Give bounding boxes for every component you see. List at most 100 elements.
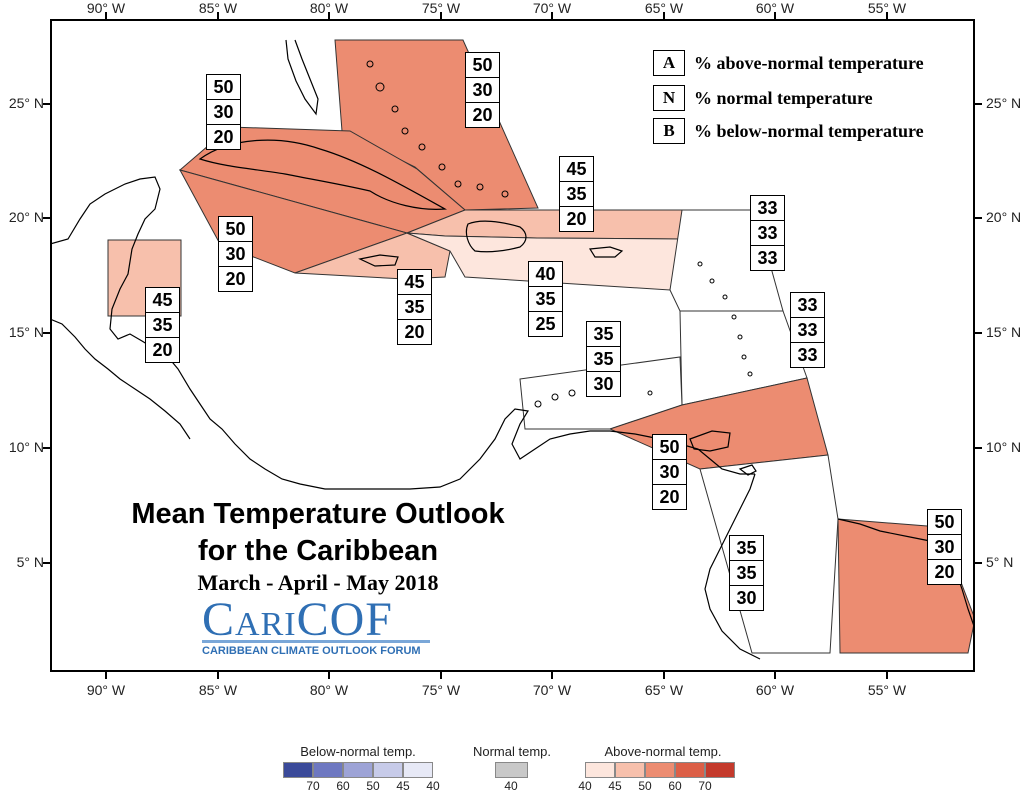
lon-label-top-80w: 80° W bbox=[309, 0, 349, 16]
lat-tick-left-0 bbox=[43, 103, 50, 105]
lon-label-bottom-70w: 70° W bbox=[532, 682, 572, 698]
colorbar-above-swatch-2 bbox=[645, 762, 675, 778]
prob-above: 40 bbox=[529, 262, 562, 287]
prob-normal: 35 bbox=[398, 295, 431, 320]
prob-normal: 30 bbox=[928, 535, 961, 560]
region-guyana bbox=[699, 454, 839, 654]
legend-row-normal: N % normal temperature bbox=[653, 84, 873, 112]
prob-above: 50 bbox=[653, 435, 686, 460]
lon-label-top-70w: 70° W bbox=[532, 0, 572, 16]
prob-below: 33 bbox=[797, 345, 818, 365]
small-islands bbox=[366, 60, 753, 408]
lon-tick-top-1 bbox=[217, 12, 219, 19]
colorbar-normal-title: Normal temp. bbox=[472, 744, 552, 759]
prob-normal: 33 bbox=[751, 221, 784, 246]
lon-label-top-85w: 85° W bbox=[198, 0, 238, 16]
legend-text-below: % below-normal temperature bbox=[694, 120, 924, 141]
prob-normal: 30 bbox=[219, 242, 252, 267]
lon-tick-top-7 bbox=[886, 12, 888, 19]
lat-tick-left-3 bbox=[43, 447, 50, 449]
colorbar-below-swatch-2 bbox=[343, 762, 373, 778]
prob-below: 20 bbox=[404, 322, 425, 342]
prob-box-leeward: 33 33 33 bbox=[750, 195, 785, 271]
prob-normal: 30 bbox=[653, 460, 686, 485]
prob-below: 20 bbox=[659, 487, 680, 507]
prob-box-cayman-jamaica-west: 50 30 20 bbox=[218, 216, 253, 292]
colorbar-above-tick-3: 60 bbox=[668, 779, 682, 793]
prob-below: 20 bbox=[213, 127, 234, 147]
colorbar-above-swatch-3 bbox=[675, 762, 705, 778]
prob-below: 20 bbox=[225, 269, 246, 289]
map-frame bbox=[50, 19, 975, 672]
prob-above: 45 bbox=[146, 288, 179, 313]
lat-tick-left-1 bbox=[43, 217, 50, 219]
lat-tick-left-2 bbox=[43, 332, 50, 334]
lon-tick-top-5 bbox=[663, 12, 665, 19]
prob-above: 50 bbox=[466, 53, 499, 78]
lon-label-bottom-65w: 65° W bbox=[644, 682, 684, 698]
colorbar-below-tick-4: 40 bbox=[426, 779, 440, 793]
legend-text-above: % above-normal temperature bbox=[694, 52, 924, 73]
lon-tick-bottom-7 bbox=[886, 672, 888, 679]
legend-key-a: A bbox=[653, 50, 685, 76]
prob-below: 30 bbox=[593, 374, 614, 394]
lon-tick-bottom-3 bbox=[440, 672, 442, 679]
lat-label-left-20n: 20° N bbox=[8, 209, 44, 225]
prob-box-cuba: 50 30 20 bbox=[206, 74, 241, 150]
colorbar-below-tick-1: 60 bbox=[336, 779, 350, 793]
prob-above: 33 bbox=[751, 196, 784, 221]
lon-tick-top-2 bbox=[328, 12, 330, 19]
colorbar-above-tick-1: 45 bbox=[608, 779, 622, 793]
lon-label-bottom-55w: 55° W bbox=[867, 682, 907, 698]
colorbar-normal-tick-0: 40 bbox=[504, 779, 518, 793]
prob-box-jamaica: 45 35 20 bbox=[397, 269, 432, 345]
lon-tick-bottom-6 bbox=[774, 672, 776, 679]
prob-above: 45 bbox=[398, 270, 431, 295]
colorbar-below-swatch-1 bbox=[313, 762, 343, 778]
lon-tick-bottom-1 bbox=[217, 672, 219, 679]
lon-tick-top-0 bbox=[105, 12, 107, 19]
prob-below: 30 bbox=[736, 588, 757, 608]
lat-tick-left-4 bbox=[43, 562, 50, 564]
lon-label-top-60w: 60° W bbox=[755, 0, 795, 16]
lat-label-left-10n: 10° N bbox=[8, 439, 44, 455]
legend-text-normal: % normal temperature bbox=[694, 87, 873, 108]
lon-tick-bottom-0 bbox=[105, 672, 107, 679]
lat-tick-right-4 bbox=[975, 562, 982, 564]
colorbar-normal-swatch bbox=[495, 762, 528, 778]
prob-above: 50 bbox=[928, 510, 961, 535]
prob-box-belize: 45 35 20 bbox=[145, 287, 180, 363]
lon-tick-bottom-2 bbox=[328, 672, 330, 679]
colorbar-below-title: Below-normal temp. bbox=[300, 744, 416, 759]
lon-label-top-90w: 90° W bbox=[86, 0, 126, 16]
prob-below: 33 bbox=[757, 248, 778, 268]
lat-label-left-5n: 5° N bbox=[16, 554, 44, 570]
lat-label-left-15n: 15° N bbox=[8, 324, 44, 340]
lon-tick-top-6 bbox=[774, 12, 776, 19]
prob-normal: 30 bbox=[466, 78, 499, 103]
lon-label-top-55w: 55° W bbox=[867, 0, 907, 16]
colorbar-above-swatch-0 bbox=[585, 762, 615, 778]
lat-label-right-10n: 10° N bbox=[986, 439, 1022, 455]
colorbar-above-title: Above-normal temp. bbox=[604, 744, 722, 759]
colorbar-below-tick-0: 70 bbox=[306, 779, 320, 793]
lat-label-right-20n: 20° N bbox=[986, 209, 1022, 225]
lat-tick-right-1 bbox=[975, 217, 982, 219]
prob-normal: 33 bbox=[791, 318, 824, 343]
prob-normal: 30 bbox=[207, 100, 240, 125]
colorbar-above-swatch-1 bbox=[615, 762, 645, 778]
prob-above: 50 bbox=[207, 75, 240, 100]
colorbar-below-swatch-4 bbox=[403, 762, 433, 778]
lon-label-bottom-85w: 85° W bbox=[198, 682, 238, 698]
lon-tick-bottom-4 bbox=[551, 672, 553, 679]
prob-below: 20 bbox=[152, 340, 173, 360]
lon-label-top-75w: 75° W bbox=[421, 0, 461, 16]
colorbar-below-swatch-3 bbox=[373, 762, 403, 778]
prob-above: 33 bbox=[791, 293, 824, 318]
coastlines bbox=[50, 39, 975, 660]
lon-tick-bottom-5 bbox=[663, 672, 665, 679]
prob-box-windward: 33 33 33 bbox=[790, 292, 825, 368]
prob-normal: 35 bbox=[560, 182, 593, 207]
map-title-line1: Mean Temperature Outlook bbox=[131, 498, 505, 530]
lat-label-right-15n: 15° N bbox=[986, 324, 1022, 340]
